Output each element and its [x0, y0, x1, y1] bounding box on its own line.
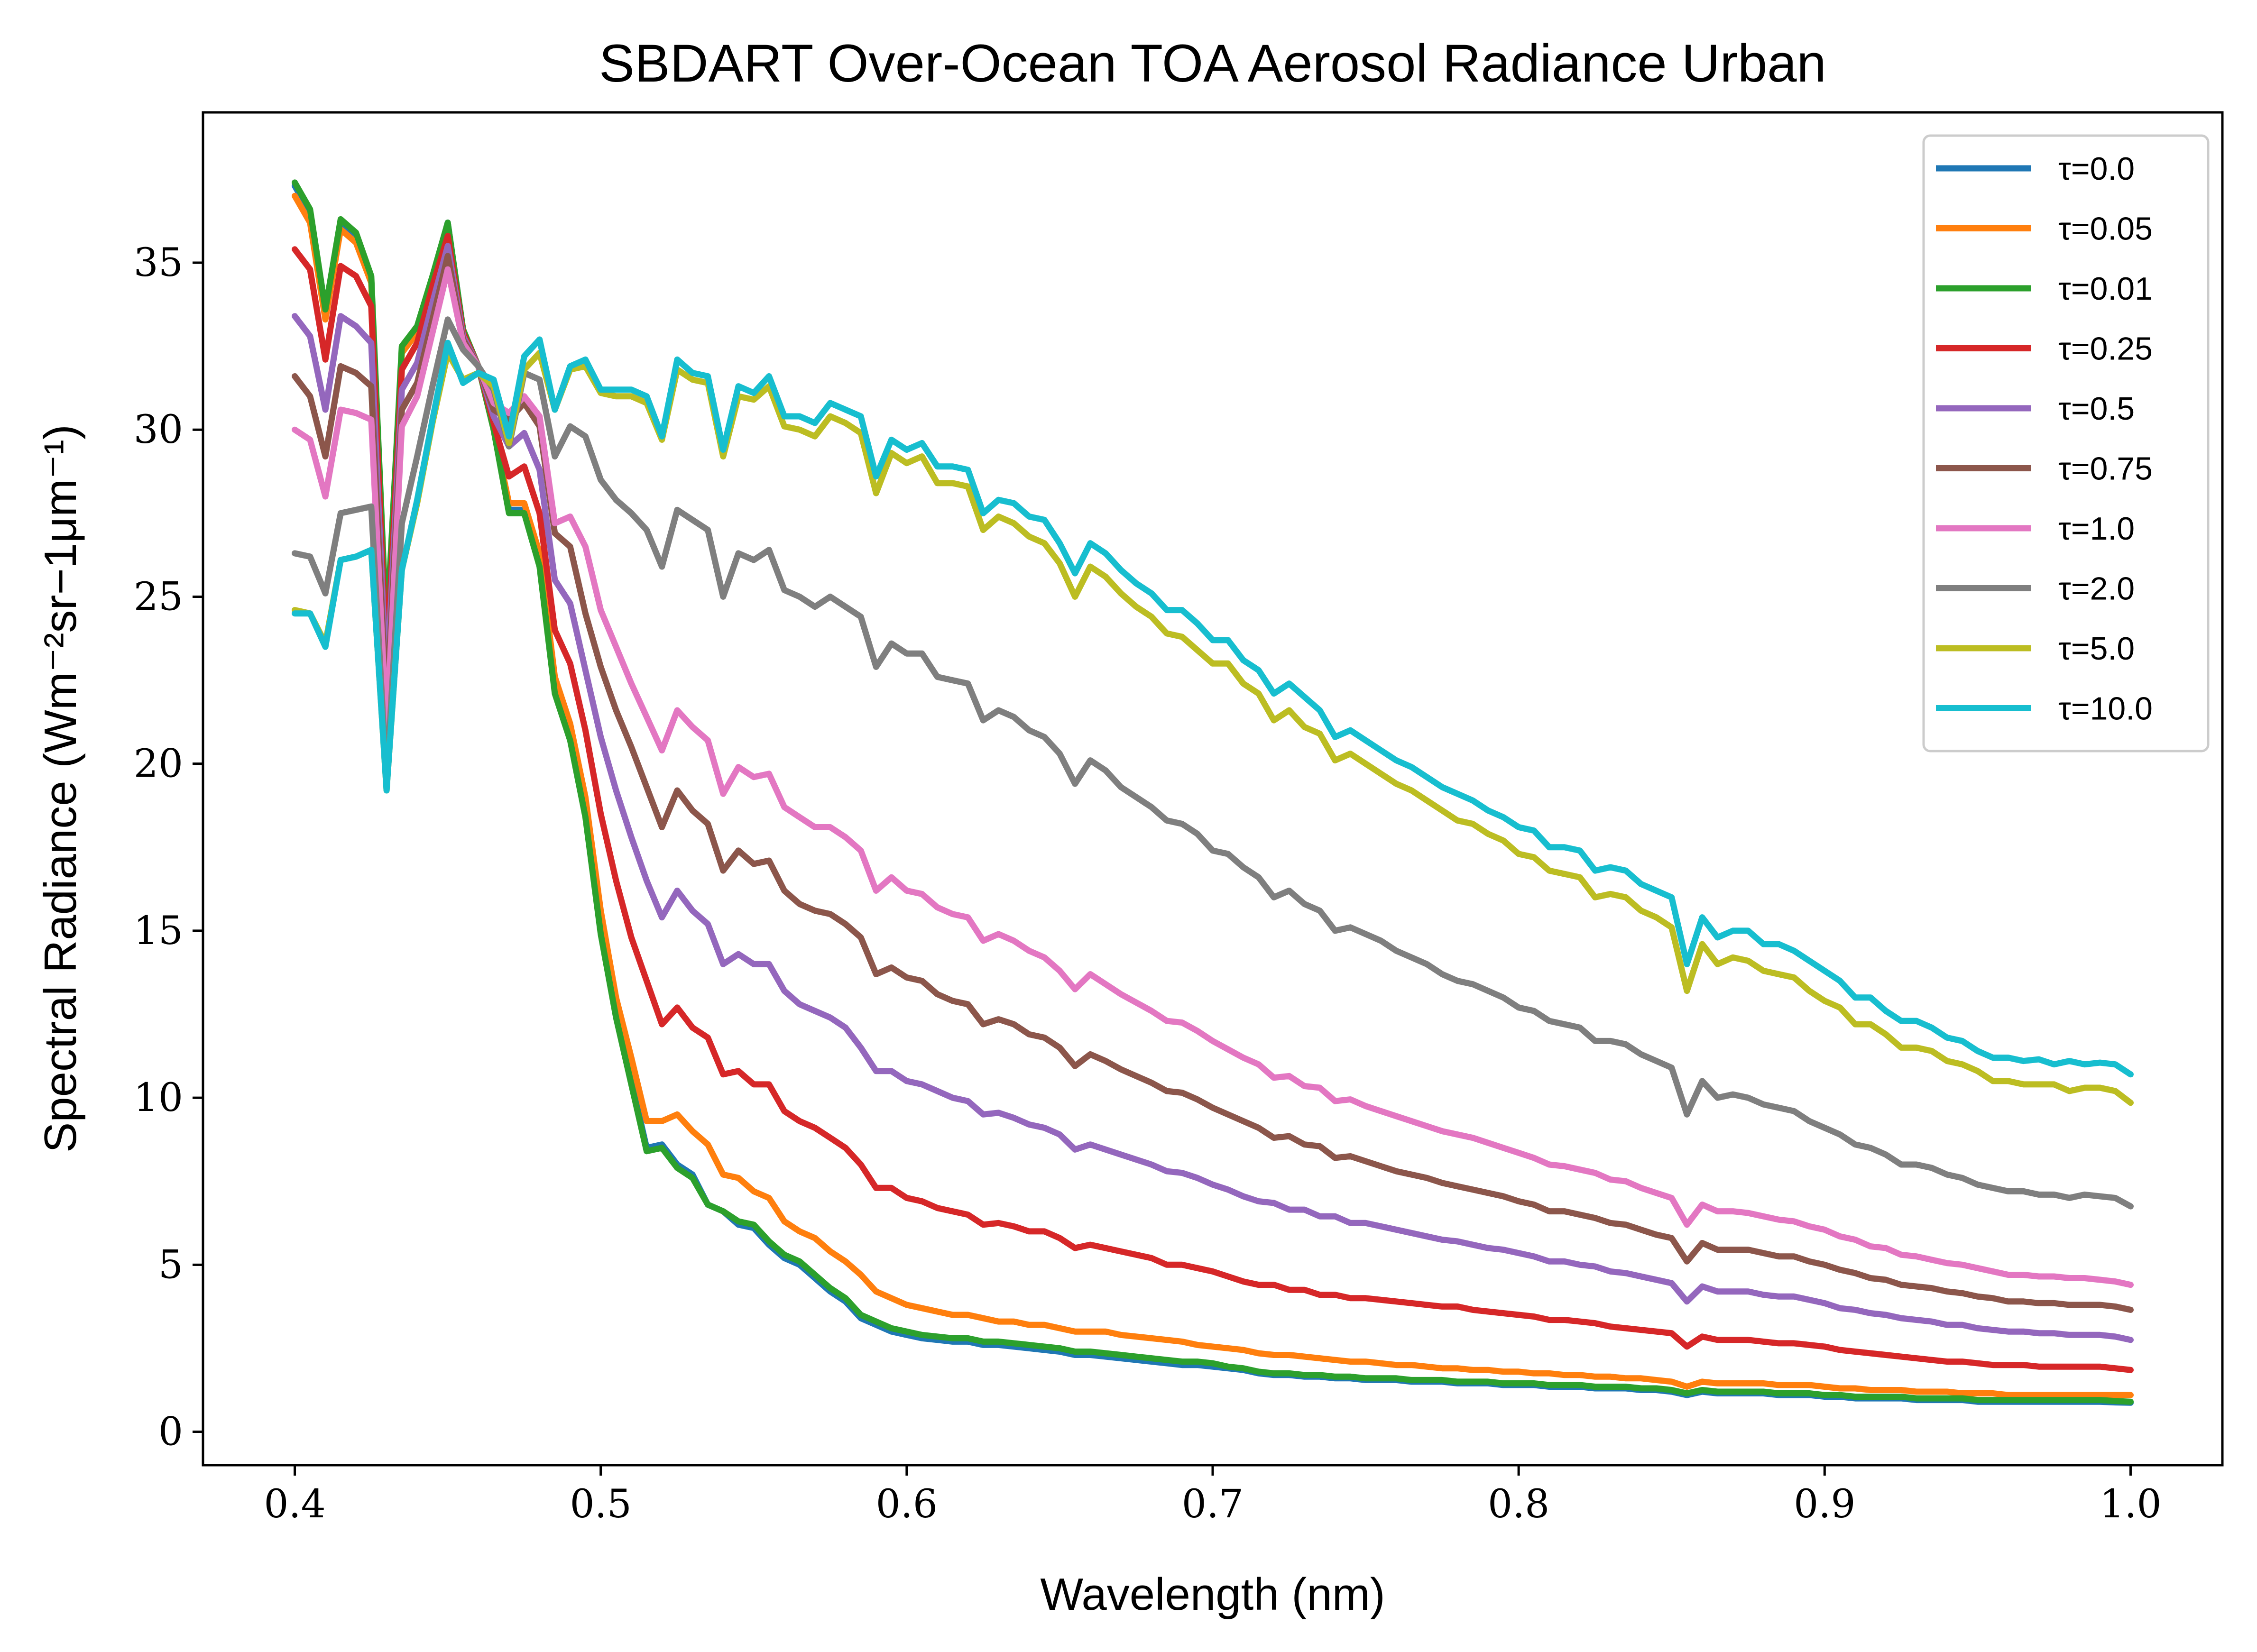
legend-label: τ=10.0 — [2058, 691, 2153, 727]
y-axis-label: Spectral Radiance (Wm⁻²sr−1μm⁻¹) — [35, 424, 86, 1153]
legend-label: τ=0.0 — [2058, 151, 2135, 187]
x-tick-label: 1.0 — [2100, 1482, 2161, 1527]
y-tick-label: 0 — [158, 1410, 183, 1455]
y-tick-label: 25 — [134, 574, 183, 619]
legend-label: τ=0.75 — [2058, 451, 2153, 487]
x-axis: 0.4 0.5 0.6 0.7 0.8 0.9 1.0 — [264, 1465, 2162, 1527]
legend-label: τ=1.0 — [2058, 511, 2135, 547]
y-tick-label: 15 — [134, 909, 183, 954]
y-tick-label: 35 — [134, 240, 183, 285]
series-line-3 — [292, 233, 2134, 1373]
x-tick-label: 0.6 — [876, 1482, 938, 1527]
series-line-5 — [292, 253, 2134, 1313]
plot-series — [292, 179, 2134, 1406]
x-tick-label: 0.9 — [1794, 1482, 1855, 1527]
x-tick-label: 0.8 — [1488, 1482, 1549, 1527]
y-tick-label: 30 — [134, 407, 183, 452]
series-line-7 — [292, 316, 2134, 1210]
y-tick-label: 10 — [134, 1075, 183, 1120]
legend-label: τ=5.0 — [2058, 631, 2135, 667]
x-tick-label: 0.7 — [1182, 1482, 1244, 1527]
y-tick-label: 5 — [158, 1242, 183, 1287]
legend-label: τ=0.5 — [2058, 391, 2135, 427]
series-line-8 — [292, 349, 2134, 1106]
y-tick-label: 20 — [134, 742, 183, 787]
legend: τ=0.0 τ=0.05 τ=0.01 τ=0.25 τ=0.5 τ=0.75 τ=1.0 τ… — [1922, 134, 2210, 753]
chart-title: SBDART Over-Ocean TOA Aerosol Radiance U… — [599, 34, 1826, 93]
series-line-9 — [292, 336, 2134, 1078]
x-tick-label: 0.5 — [570, 1482, 631, 1527]
x-tick-label: 0.4 — [264, 1482, 325, 1527]
series-line-2 — [292, 179, 2134, 1405]
legend-label: τ=0.05 — [2058, 211, 2153, 247]
legend-label: τ=2.0 — [2058, 571, 2135, 607]
series-line-4 — [292, 243, 2134, 1343]
x-axis-label: Wavelength (nm) — [1040, 1569, 1385, 1620]
y-axis: 0 5 10 15 20 25 30 35 — [134, 240, 203, 1455]
legend-label: τ=0.01 — [2058, 271, 2153, 307]
legend-label: τ=0.25 — [2058, 331, 2153, 367]
series-line-6 — [292, 266, 2134, 1288]
